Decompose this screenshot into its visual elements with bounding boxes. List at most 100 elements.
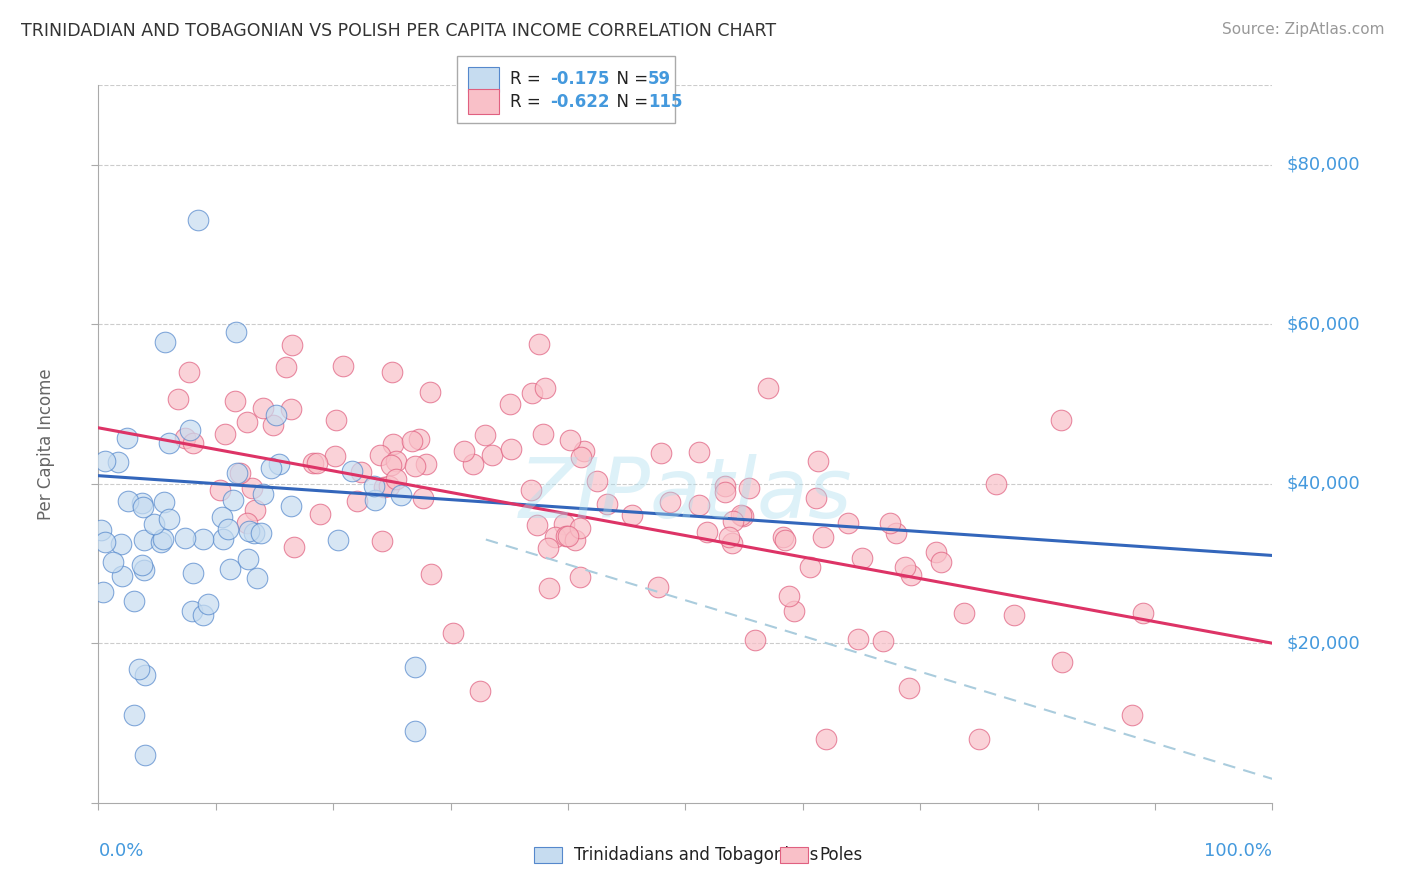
Point	[894, 559, 917, 574]
Point	[134, 747, 156, 762]
Point	[93, 454, 115, 468]
Point	[381, 365, 404, 379]
Point	[520, 386, 543, 401]
Point	[574, 443, 596, 458]
Point	[738, 481, 761, 495]
Text: $40,000: $40,000	[1286, 475, 1360, 492]
Point	[153, 334, 176, 349]
Point	[659, 495, 682, 509]
Point	[537, 541, 560, 556]
Point	[804, 491, 827, 505]
Point	[1121, 708, 1143, 723]
Point	[235, 516, 257, 531]
Point	[332, 359, 354, 374]
Point	[744, 633, 766, 648]
Point	[799, 560, 821, 574]
Point	[470, 683, 492, 698]
Point	[1002, 607, 1025, 622]
Text: 59: 59	[648, 70, 671, 88]
Point	[526, 517, 548, 532]
Point	[621, 508, 644, 523]
Text: TRINIDADIAN AND TOBAGONIAN VS POLISH PER CAPITA INCOME CORRELATION CHART: TRINIDADIAN AND TOBAGONIAN VS POLISH PER…	[21, 22, 776, 40]
Point	[238, 524, 260, 538]
Point	[585, 474, 607, 488]
Point	[373, 480, 395, 494]
Point	[650, 445, 672, 459]
Point	[153, 494, 176, 508]
Point	[533, 381, 555, 395]
Point	[181, 436, 204, 450]
Point	[132, 562, 155, 576]
Point	[340, 464, 363, 478]
Point	[229, 466, 252, 480]
Point	[307, 456, 329, 470]
Point	[720, 536, 742, 550]
Point	[214, 426, 236, 441]
Point	[813, 530, 835, 544]
Point	[900, 567, 922, 582]
Point	[117, 494, 139, 508]
Point	[134, 533, 156, 548]
Point	[177, 365, 200, 379]
Point	[90, 523, 112, 537]
Point	[280, 402, 302, 417]
Point	[249, 525, 271, 540]
Text: Per Capita Income: Per Capita Income	[37, 368, 55, 519]
Point	[111, 569, 134, 583]
Point	[222, 492, 245, 507]
Point	[246, 571, 269, 585]
Point	[211, 510, 233, 524]
Point	[404, 724, 426, 739]
Point	[723, 514, 745, 528]
Point	[419, 385, 441, 400]
Point	[688, 445, 710, 459]
Point	[647, 580, 669, 594]
Text: R =: R =	[510, 70, 547, 88]
Text: Source: ZipAtlas.com: Source: ZipAtlas.com	[1222, 22, 1385, 37]
Point	[714, 484, 737, 499]
Point	[408, 432, 430, 446]
Point	[569, 570, 592, 584]
Point	[543, 530, 565, 544]
Point	[717, 530, 740, 544]
Point	[122, 594, 145, 608]
Point	[772, 530, 794, 544]
Text: N =: N =	[606, 93, 654, 111]
Point	[381, 436, 404, 450]
Point	[481, 448, 503, 462]
Point	[283, 540, 305, 554]
Point	[128, 662, 150, 676]
Point	[773, 533, 796, 547]
Point	[131, 500, 153, 515]
Point	[837, 516, 859, 531]
Point	[167, 392, 190, 406]
Point	[389, 488, 412, 502]
Point	[225, 326, 247, 340]
Point	[107, 454, 129, 468]
Point	[173, 531, 195, 545]
Point	[553, 516, 575, 531]
Point	[217, 522, 239, 536]
Point	[350, 465, 373, 479]
Point	[412, 491, 434, 506]
Point	[731, 509, 754, 524]
Point	[302, 457, 325, 471]
Point	[157, 436, 180, 450]
Point	[94, 534, 117, 549]
Point	[531, 427, 554, 442]
Text: R =: R =	[510, 93, 547, 111]
Point	[208, 483, 231, 498]
Point	[364, 493, 387, 508]
Text: -0.175: -0.175	[550, 70, 609, 88]
Point	[1132, 606, 1154, 620]
Point	[555, 529, 578, 543]
Point	[714, 479, 737, 493]
Point	[181, 566, 204, 580]
Text: 115: 115	[648, 93, 683, 111]
Point	[181, 604, 204, 618]
Point	[363, 479, 385, 493]
Text: $80,000: $80,000	[1286, 155, 1360, 174]
Point	[242, 481, 264, 495]
Point	[262, 417, 284, 432]
Point	[846, 632, 869, 646]
